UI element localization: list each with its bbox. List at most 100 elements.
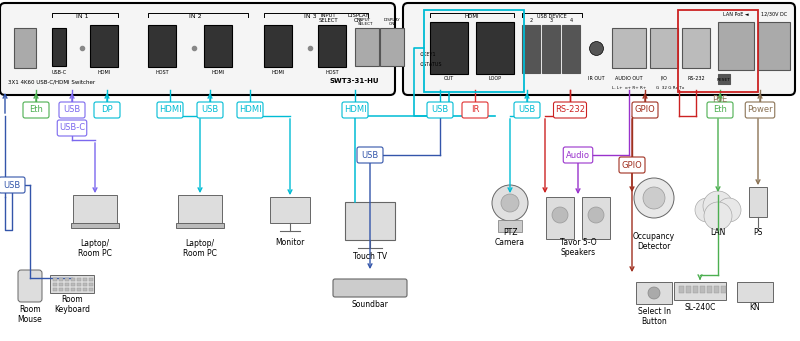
- FancyBboxPatch shape: [157, 102, 183, 118]
- Text: IN 1: IN 1: [76, 14, 88, 18]
- Text: USB-C: USB-C: [51, 71, 66, 75]
- Text: Select In
Button: Select In Button: [638, 307, 670, 326]
- Bar: [612, 28, 646, 68]
- Bar: [693, 286, 698, 293]
- Text: GPIO: GPIO: [622, 161, 642, 169]
- Text: Eth: Eth: [713, 105, 727, 115]
- Bar: [650, 28, 678, 68]
- Bar: [679, 286, 684, 293]
- Circle shape: [704, 202, 732, 230]
- Text: IN 2: IN 2: [189, 14, 202, 18]
- Text: ⊙STATUS: ⊙STATUS: [420, 62, 442, 68]
- Bar: [700, 286, 705, 293]
- Text: Tavor 5-O
Speakers: Tavor 5-O Speakers: [560, 238, 596, 257]
- Bar: [678, 10, 758, 92]
- Text: HDMI: HDMI: [158, 105, 182, 115]
- FancyBboxPatch shape: [23, 102, 49, 118]
- Text: HOST: HOST: [155, 71, 169, 75]
- Circle shape: [703, 191, 733, 221]
- Text: HDMI: HDMI: [98, 71, 110, 75]
- Text: RS-232: RS-232: [687, 75, 705, 80]
- FancyBboxPatch shape: [333, 279, 407, 297]
- Bar: [71, 283, 75, 286]
- Text: INPUT
SELECT: INPUT SELECT: [358, 18, 373, 26]
- Circle shape: [588, 207, 604, 223]
- Bar: [758, 22, 790, 70]
- FancyBboxPatch shape: [427, 102, 453, 118]
- Bar: [430, 22, 468, 74]
- FancyBboxPatch shape: [554, 102, 586, 118]
- Bar: [718, 74, 730, 84]
- Text: LAN: LAN: [710, 228, 726, 237]
- Bar: [71, 278, 75, 281]
- Text: IR: IR: [471, 105, 479, 115]
- Text: HDMI: HDMI: [211, 71, 225, 75]
- Bar: [270, 197, 310, 223]
- Text: USB: USB: [362, 150, 378, 160]
- Circle shape: [552, 207, 568, 223]
- FancyBboxPatch shape: [94, 102, 120, 118]
- Text: Soundbar: Soundbar: [351, 300, 389, 309]
- Text: USB: USB: [431, 105, 449, 115]
- Bar: [737, 282, 773, 302]
- Circle shape: [717, 198, 741, 222]
- Text: AUDIO OUT: AUDIO OUT: [615, 75, 643, 80]
- Text: USB: USB: [518, 105, 536, 115]
- Text: SL-240C: SL-240C: [684, 303, 716, 312]
- FancyBboxPatch shape: [707, 102, 733, 118]
- Bar: [714, 286, 719, 293]
- Circle shape: [643, 187, 665, 209]
- Bar: [89, 278, 93, 281]
- FancyBboxPatch shape: [619, 157, 645, 173]
- Bar: [148, 25, 176, 67]
- Bar: [546, 197, 574, 239]
- FancyBboxPatch shape: [58, 120, 86, 136]
- Text: USB DEVICE: USB DEVICE: [537, 14, 567, 18]
- Bar: [264, 25, 292, 67]
- Bar: [59, 278, 63, 281]
- Bar: [83, 278, 87, 281]
- Text: HDMI: HDMI: [465, 14, 479, 18]
- Bar: [380, 28, 404, 66]
- Text: RS-232: RS-232: [555, 105, 585, 115]
- Text: ⊙KEY1: ⊙KEY1: [420, 53, 437, 58]
- Bar: [318, 25, 346, 67]
- Text: USB: USB: [63, 105, 81, 115]
- Text: 3: 3: [550, 17, 553, 23]
- FancyBboxPatch shape: [342, 102, 368, 118]
- FancyBboxPatch shape: [632, 102, 658, 118]
- FancyBboxPatch shape: [0, 177, 25, 193]
- Text: HDMI: HDMI: [271, 71, 285, 75]
- Text: 2: 2: [530, 17, 533, 23]
- Text: 3X1 4K60 USB-C/HDMI Switcher: 3X1 4K60 USB-C/HDMI Switcher: [8, 79, 95, 84]
- Bar: [582, 197, 610, 239]
- Bar: [707, 286, 712, 293]
- Text: Monitor: Monitor: [275, 238, 305, 247]
- Circle shape: [695, 198, 719, 222]
- Text: 12/30V DC: 12/30V DC: [761, 12, 787, 16]
- Text: Room
Keyboard: Room Keyboard: [54, 295, 90, 314]
- Bar: [176, 223, 224, 228]
- Circle shape: [634, 178, 674, 218]
- Bar: [73, 195, 117, 223]
- Text: DISPLAY
ON: DISPLAY ON: [384, 18, 400, 26]
- Bar: [178, 195, 222, 223]
- Text: GPIO: GPIO: [634, 105, 655, 115]
- Bar: [636, 282, 672, 304]
- Bar: [14, 28, 36, 68]
- Text: USB-C: USB-C: [59, 123, 85, 133]
- Text: INPUT
SELECT: INPUT SELECT: [318, 13, 338, 24]
- Bar: [53, 283, 57, 286]
- Bar: [52, 28, 66, 66]
- Bar: [71, 288, 75, 291]
- Bar: [498, 220, 522, 232]
- Text: IR OUT: IR OUT: [588, 75, 604, 80]
- Bar: [53, 278, 57, 281]
- Bar: [50, 275, 94, 293]
- Bar: [355, 28, 379, 66]
- Bar: [345, 202, 395, 240]
- Bar: [83, 283, 87, 286]
- Text: HOST: HOST: [325, 71, 339, 75]
- Text: SWT3-31-HU: SWT3-31-HU: [330, 78, 379, 84]
- FancyBboxPatch shape: [514, 102, 540, 118]
